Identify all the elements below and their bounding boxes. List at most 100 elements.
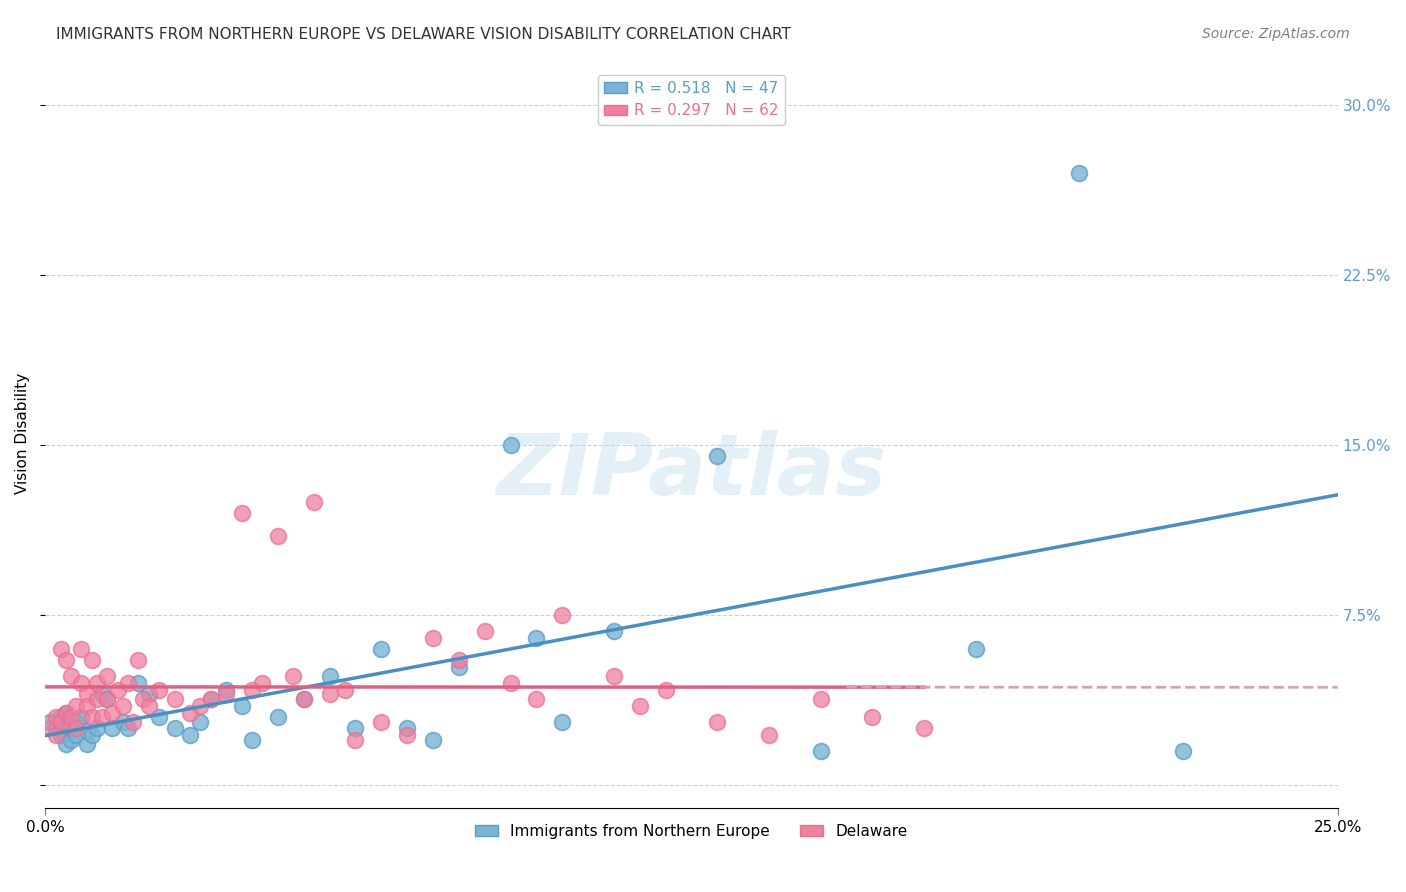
Point [60,710,83,724]
Point [292,692,315,706]
Point [370,714,392,729]
Point [96,692,118,706]
Point [49,728,72,742]
Point [654,682,676,697]
Point [499,438,522,452]
Point [396,728,419,742]
Point [65,698,87,713]
Point [215,687,238,701]
Text: ZIPatlas: ZIPatlas [496,430,887,513]
Text: IMMIGRANTS FROM NORTHERN EUROPE VS DELAWARE VISION DISABILITY CORRELATION CHART: IMMIGRANTS FROM NORTHERN EUROPE VS DELAW… [56,27,792,42]
Point [49,714,72,729]
Point [163,722,186,736]
Point [138,698,160,713]
Point [55,737,77,751]
Point [231,506,253,520]
Point [524,692,547,706]
Point [422,732,444,747]
Point [39,714,62,729]
Point [86,692,108,706]
Point [706,714,728,729]
Point [396,722,419,736]
Point [200,692,222,706]
Point [810,692,832,706]
Point [344,732,367,747]
Point [80,710,103,724]
Point [45,710,67,724]
Point [524,631,547,645]
Point [267,529,290,543]
Point [1171,744,1194,758]
Point [318,687,340,701]
Point [55,653,77,667]
Point [45,728,67,742]
Point [283,669,305,683]
Point [60,722,83,736]
Point [267,710,290,724]
Point [344,722,367,736]
Point [965,642,987,657]
Point [190,714,212,729]
Point [127,653,149,667]
Text: Source: ZipAtlas.com: Source: ZipAtlas.com [1202,27,1350,41]
Point [333,682,356,697]
Legend: Immigrants from Northern Europe, Delaware: Immigrants from Northern Europe, Delawar… [470,818,914,845]
Point [39,722,62,736]
Point [474,624,496,638]
Point [111,714,134,729]
Point [70,642,93,657]
Point [96,692,118,706]
Point [76,698,98,713]
Point [91,687,114,701]
Point [370,642,392,657]
Point [96,669,118,683]
Point [60,669,83,683]
Point [122,714,145,729]
Point [65,722,87,736]
Point [810,744,832,758]
Point [447,653,470,667]
Point [132,692,155,706]
Point [76,687,98,701]
Point [860,710,883,724]
Point [49,642,72,657]
Y-axis label: Vision Disability: Vision Disability [15,373,30,494]
Point [86,722,108,736]
Point [292,692,315,706]
Point [499,676,522,690]
Point [91,710,114,724]
Point [55,706,77,720]
Point [603,624,626,638]
Point [65,714,87,729]
Point [65,728,87,742]
Point [55,706,77,720]
Point [111,698,134,713]
Point [422,631,444,645]
Point [148,682,170,697]
Point [107,682,129,697]
Point [179,728,201,742]
Point [45,722,67,736]
Point [231,698,253,713]
Point [70,710,93,724]
Point [240,682,263,697]
Point [138,687,160,701]
Point [127,676,149,690]
Point [117,676,139,690]
Point [628,698,651,713]
Point [215,682,238,697]
Point [101,706,124,720]
Point [551,608,574,623]
Point [101,722,124,736]
Point [179,706,201,720]
Point [86,676,108,690]
Point [706,450,728,464]
Point [551,714,574,729]
Point [49,710,72,724]
Point [200,692,222,706]
Point [117,722,139,736]
Point [70,676,93,690]
Point [240,732,263,747]
Point [190,698,212,713]
Point [163,692,186,706]
